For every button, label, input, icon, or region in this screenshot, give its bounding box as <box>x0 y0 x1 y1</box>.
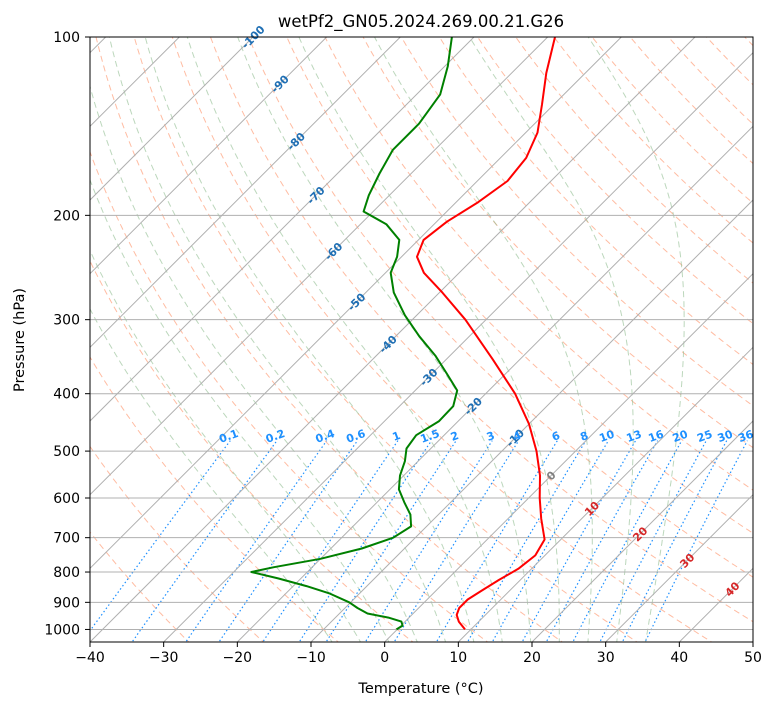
isotherm-line <box>384 272 753 642</box>
isotherm-line <box>605 493 753 642</box>
y-tick-label: 1000 <box>44 622 80 638</box>
mixing-ratio-label: 30 <box>716 428 735 446</box>
mixing-ratio-line <box>621 440 728 642</box>
mixing-ratio-line <box>491 440 609 642</box>
isotherm-line <box>752 641 753 642</box>
x-tick-label: 0 <box>380 650 389 666</box>
mixing-ratio-label: 0.1 <box>217 427 240 446</box>
mixing-ratio-label: 3 <box>485 429 497 444</box>
mixing-ratio-label: 8 <box>578 429 590 444</box>
isotherm-line <box>163 51 753 642</box>
isotherm-line <box>531 420 753 642</box>
x-tick-label: 30 <box>597 650 615 666</box>
y-tick-label: 200 <box>53 208 80 224</box>
mixing-ratio-label: 20 <box>671 428 690 446</box>
x-tick-label: 10 <box>449 650 467 666</box>
dry-adiabat <box>770 24 775 645</box>
mixing-ratio-label: 10 <box>597 428 616 446</box>
mixing-ratio-label: 2 <box>449 429 461 444</box>
mixing-ratio-label: 0.2 <box>264 427 287 446</box>
mixing-ratio-label: 36 <box>736 428 755 446</box>
x-tick-label: 40 <box>670 650 688 666</box>
x-axis-title: Temperature (°C) <box>357 681 483 697</box>
isotherm-line <box>236 125 753 642</box>
mixing-ratio-line <box>131 440 278 642</box>
chart-title: wetPf2_GN05.2024.269.00.21.G26 <box>278 12 564 32</box>
mixing-ratio-label: 1.5 <box>419 427 442 446</box>
y-tick-label: 400 <box>53 387 80 403</box>
dewpoint-trace <box>250 37 459 631</box>
x-tick-label: −20 <box>223 650 253 666</box>
isotherm-line <box>90 37 475 422</box>
y-tick-label: 500 <box>53 444 80 460</box>
mixing-ratio-label: 13 <box>625 428 644 445</box>
x-tick-label: −30 <box>149 650 179 666</box>
mixing-ratio-line <box>599 440 707 642</box>
x-tick-label: −40 <box>75 650 105 666</box>
isotherm-line <box>90 37 254 201</box>
mixing-ratio-line <box>298 440 432 642</box>
isotherm-line <box>90 37 696 642</box>
mixing-ratio-line <box>325 440 457 642</box>
mixing-ratio-label: 0.6 <box>344 427 367 446</box>
isotherm-line <box>310 199 753 642</box>
mixing-ratio-line <box>545 440 659 642</box>
plot-frame <box>89 36 754 643</box>
y-tick-label: 100 <box>53 30 80 46</box>
mixing-ratio-label: 0.4 <box>314 427 337 446</box>
profile-traces <box>250 37 556 631</box>
mixing-ratio-line <box>435 440 558 642</box>
mixing-ratio-label: 25 <box>695 428 714 445</box>
y-tick-label: 800 <box>53 565 80 581</box>
mixing-ratio-line <box>521 440 637 642</box>
mixing-ratio-label: 4 <box>511 429 523 444</box>
y-tick-label: 600 <box>53 491 80 507</box>
mixing-ratio-line <box>185 440 328 642</box>
temperature-trace <box>416 37 556 631</box>
isotherm-line <box>457 346 753 642</box>
x-tick-label: 50 <box>744 650 762 666</box>
isotherm-line <box>90 37 401 349</box>
mixing-ratio-line <box>364 440 493 642</box>
x-tick-label: 20 <box>523 650 541 666</box>
isotherm-line <box>90 37 549 496</box>
mixing-ratio-label: 6 <box>550 429 562 444</box>
isotherm-line <box>90 37 328 275</box>
moist-adiabat <box>90 84 418 642</box>
mixing-ratio-line <box>393 440 520 642</box>
mixing-ratio-label: 1 <box>391 429 403 444</box>
y-axis-title: Pressure (hPa) <box>12 288 28 392</box>
x-tick-label: −10 <box>296 650 326 666</box>
y-tick-label: 900 <box>53 595 80 611</box>
mixing-ratio-line <box>572 440 683 642</box>
dry-adiabat <box>90 150 489 642</box>
isotherm-line <box>90 37 622 570</box>
axis-ticks: −40 −30 −20 −10 0 10 20 30 40 50 1000 900 800 700 600 5… <box>44 30 762 666</box>
y-tick-label: 300 <box>53 313 80 329</box>
y-tick-label: 700 <box>53 531 80 547</box>
background-lines <box>90 24 775 645</box>
mixing-ratio-line <box>262 440 399 642</box>
mixing-ratio-label: 16 <box>647 428 666 446</box>
